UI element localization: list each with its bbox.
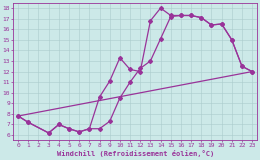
X-axis label: Windchill (Refroidissement éolien,°C): Windchill (Refroidissement éolien,°C)	[56, 150, 214, 157]
